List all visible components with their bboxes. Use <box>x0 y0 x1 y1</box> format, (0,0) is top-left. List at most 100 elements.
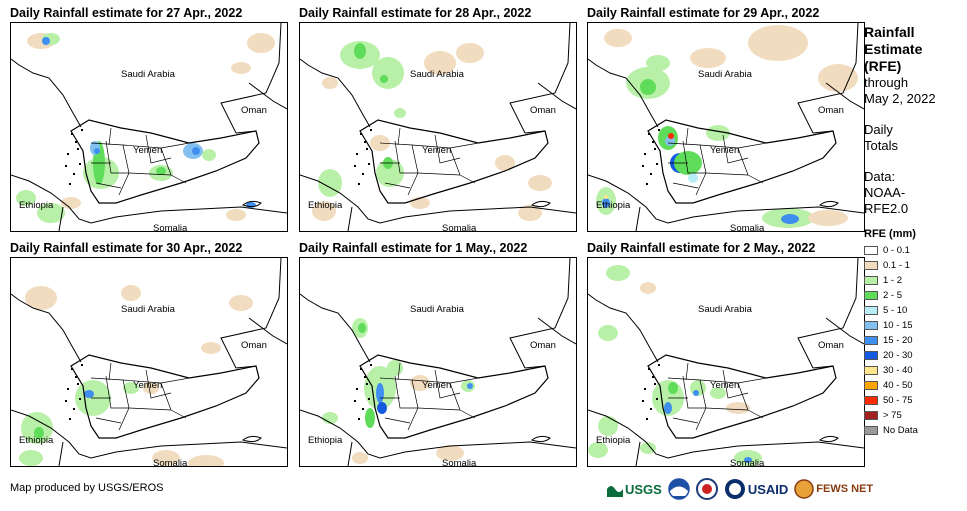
legend-item: 2 - 5 <box>864 288 964 303</box>
rainfall-area <box>143 382 159 394</box>
island <box>652 376 654 378</box>
island <box>69 418 71 420</box>
island <box>648 368 650 370</box>
saudi-west-coastline <box>300 58 371 128</box>
island <box>656 398 658 400</box>
rainfall-area <box>602 198 610 208</box>
rainfall-area <box>710 387 726 399</box>
island <box>364 141 366 143</box>
panel-title: Daily Rainfall estimate for 27 Apr., 202… <box>10 6 243 20</box>
island <box>654 148 656 150</box>
island <box>356 388 358 390</box>
map-label-yemen: Yemen <box>710 380 739 391</box>
oman-coast <box>537 317 576 345</box>
rainfall-area <box>42 37 50 45</box>
governorate-border <box>459 409 476 419</box>
governorate-border <box>90 142 130 196</box>
title-estimate: Estimate <box>864 41 923 57</box>
rainfall-area <box>25 286 57 310</box>
data-source-1: NOAA- <box>864 185 906 200</box>
through-text: through <box>864 75 909 90</box>
legend-label: 50 - 75 <box>883 395 913 406</box>
legend-swatch <box>864 276 878 285</box>
rainfall-area <box>467 383 473 389</box>
governorate-border <box>459 174 476 184</box>
legend-swatch <box>864 261 878 270</box>
ethiopia-somalia-border <box>58 206 64 231</box>
oman-coast <box>825 82 864 110</box>
rainfall-area <box>231 62 251 74</box>
africa-coastline <box>588 409 864 459</box>
rainfall-area <box>188 455 224 466</box>
fews-net-logo: FEWS NET <box>794 479 873 499</box>
island <box>77 383 79 385</box>
island <box>642 400 644 402</box>
legend-swatch <box>864 291 878 300</box>
island <box>67 388 69 390</box>
island <box>362 408 364 410</box>
island <box>658 364 660 366</box>
panel-title: Daily Rainfall estimate for 28 Apr., 202… <box>299 6 532 20</box>
legend-item: 20 - 30 <box>864 348 964 363</box>
rainfall-area <box>668 133 674 139</box>
legend-item: 5 - 10 <box>864 303 964 318</box>
rainfall-layer <box>312 41 552 221</box>
rainfall-area <box>668 382 678 394</box>
saudi-border <box>797 23 859 134</box>
governorate-border <box>145 369 172 399</box>
rainfall-area <box>748 25 808 61</box>
governorate-border <box>108 127 112 146</box>
oman-coast <box>825 317 864 345</box>
map-canvas: Saudi Arabia Oman Yemen Ethiopia Somalia <box>300 258 576 466</box>
legend-swatch <box>864 246 878 255</box>
saudi-west-coastline <box>588 293 659 363</box>
island <box>642 165 644 167</box>
red-sea-islands <box>642 129 660 185</box>
governorate-border <box>105 140 129 174</box>
governorate-border <box>384 182 411 189</box>
map-label-yemen: Yemen <box>422 380 451 391</box>
through-date: May 2, 2022 <box>864 91 936 106</box>
governorate-border <box>449 140 491 149</box>
data-source-2: RFE2.0 <box>864 201 909 216</box>
usaid-seal-icon <box>724 479 745 499</box>
rainfall-area <box>352 452 368 464</box>
map-label-oman: Oman <box>241 340 267 351</box>
rainfall-area <box>192 147 200 155</box>
africa-coastline <box>300 174 576 224</box>
saudi-border <box>797 258 859 369</box>
saudi-west-coastline <box>11 58 82 128</box>
governorate-border <box>705 172 749 176</box>
map-label-yemen: Yemen <box>422 145 451 156</box>
rainfall-area <box>693 390 699 396</box>
rainfall-layer <box>596 25 858 228</box>
rainfall-area <box>229 295 253 311</box>
daily-text: Daily <box>864 122 893 137</box>
map-label-somalia: Somalia <box>730 223 765 231</box>
map-label-oman: Oman <box>818 105 844 116</box>
saudi-west-coastline <box>11 293 82 363</box>
governorate-border <box>128 172 172 176</box>
saudi-border <box>220 23 282 134</box>
legend-label: 15 - 20 <box>883 335 913 346</box>
map-label-ethiopia: Ethiopia <box>308 435 343 446</box>
legend-item: 0.1 - 1 <box>864 258 964 273</box>
rainfall-area <box>156 167 166 175</box>
socotra-island <box>530 435 551 443</box>
rainfall-area <box>16 190 36 206</box>
rainfall-map: Saudi Arabia Oman Yemen Ethiopia Somalia <box>587 22 865 232</box>
rainfall-area <box>706 125 730 141</box>
island <box>368 163 370 165</box>
red-sea-islands <box>354 129 372 185</box>
rainfall-area <box>604 195 608 199</box>
legend-label: 40 - 50 <box>883 380 913 391</box>
rainfall-area <box>372 57 404 89</box>
yemen-outline <box>647 354 837 439</box>
governorate-border <box>685 362 689 381</box>
governorate-border <box>90 377 130 431</box>
map-label-oman: Oman <box>818 340 844 351</box>
map-canvas: Saudi Arabia Oman Yemen Ethiopia Somalia <box>588 258 864 466</box>
map-label-yemen: Yemen <box>133 380 162 391</box>
rainfall-area <box>640 442 656 454</box>
yemen-outline <box>70 354 260 439</box>
